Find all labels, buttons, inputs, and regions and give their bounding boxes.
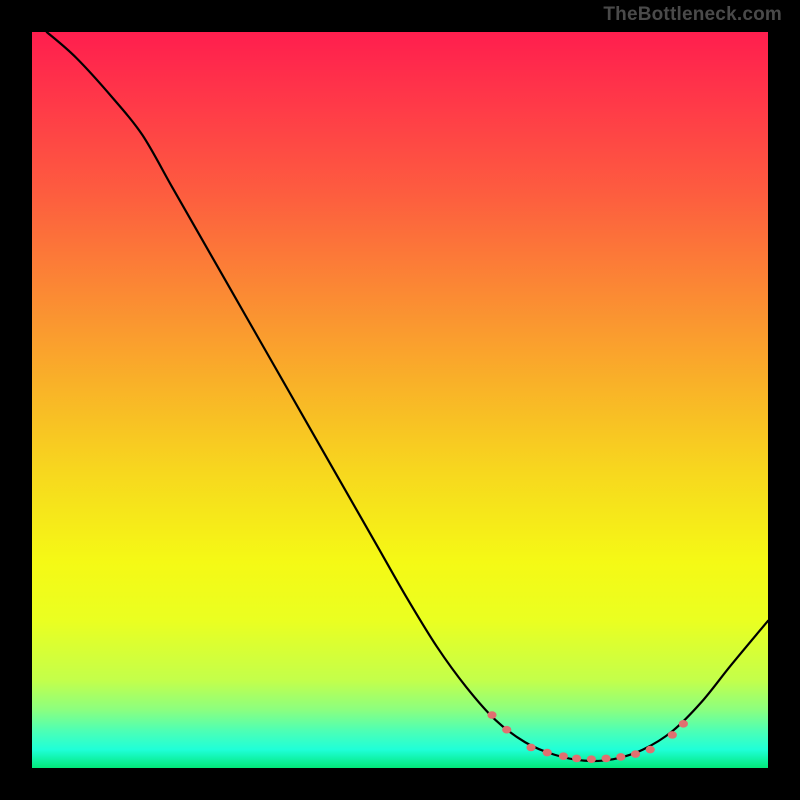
marker-point [559,752,568,760]
marker-point [679,720,688,728]
marker-point [526,744,535,752]
line-chart-svg [32,32,768,768]
chart-container: TheBottleneck.com [0,0,800,800]
marker-point [487,711,496,719]
marker-point [646,746,655,754]
marker-point [587,755,596,763]
marker-point [616,753,625,761]
plot-area [32,32,768,768]
marker-point [668,731,677,739]
marker-point [502,726,511,734]
marker-point [631,750,640,758]
gradient-background [32,32,768,768]
marker-point [601,755,610,763]
watermark-text: TheBottleneck.com [603,4,782,26]
marker-point [572,755,581,763]
marker-point [543,749,552,757]
